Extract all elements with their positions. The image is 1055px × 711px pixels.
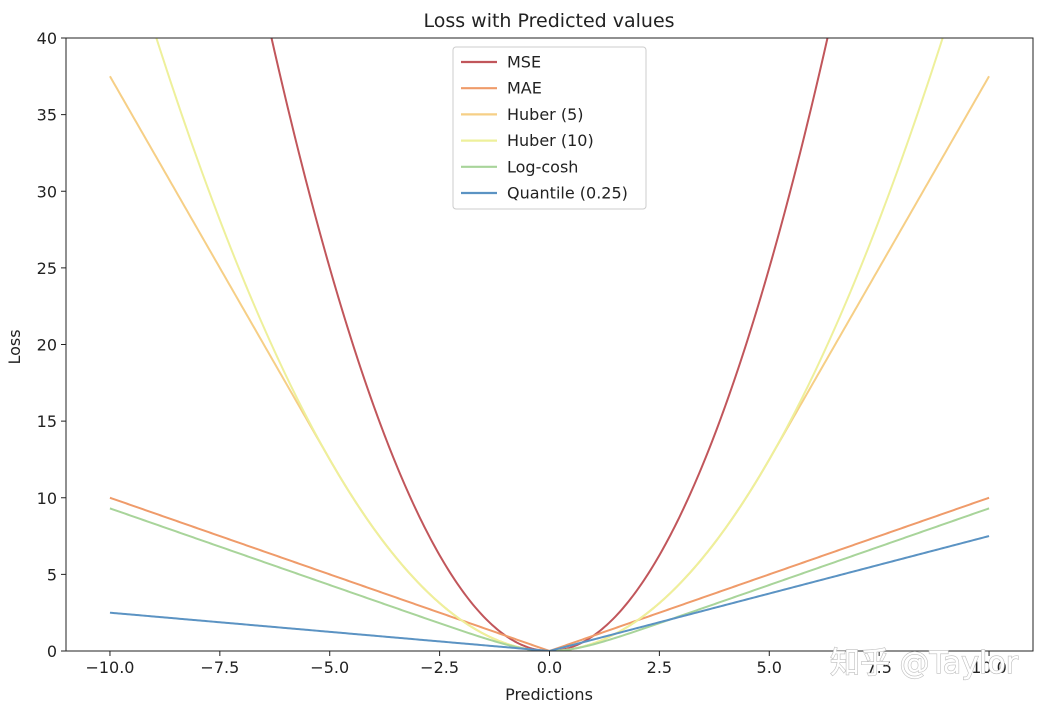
x-tick-label: −7.5 — [200, 658, 239, 677]
x-tick-label: −2.5 — [420, 658, 459, 677]
y-tick-label: 0 — [47, 642, 57, 661]
legend: MSE MAE Huber (5) Huber (10) Log-cosh Quantil… — [452, 46, 647, 210]
legend-label-huber-5: Huber (5) — [507, 105, 584, 124]
y-tick-label: 25 — [37, 259, 57, 278]
y-axis-label: Loss — [5, 329, 24, 364]
watermark-text: 知乎 @Taylor — [830, 646, 1019, 681]
y-tick-label: 35 — [37, 106, 57, 125]
legend-label-log-cosh: Log-cosh — [507, 157, 578, 176]
x-tick-label: 7.5 — [866, 658, 891, 677]
x-axis-label: Predictions — [505, 685, 593, 704]
legend-label-mse: MSE — [507, 53, 541, 72]
x-tick-label: 2.5 — [647, 658, 672, 677]
series-layer — [109, 38, 990, 651]
chart-title: Loss with Predicted values — [423, 10, 674, 32]
x-axis: −10.0 −7.5 −5.0 −2.5 0.0 2.5 5.0 7.5 10.0 — [85, 651, 1007, 677]
y-tick-label: 15 — [37, 412, 57, 431]
legend-label-mae: MAE — [507, 79, 542, 98]
legend-box — [452, 46, 647, 210]
x-tick-label: −10.0 — [85, 658, 134, 677]
x-tick-label: 0.0 — [537, 658, 562, 677]
series-line-mae — [109, 496, 990, 651]
x-tick-label: 5.0 — [757, 658, 782, 677]
x-tick-label: 10.0 — [971, 658, 1007, 677]
x-tick-label: −5.0 — [310, 658, 349, 677]
y-tick-label: 20 — [37, 336, 57, 355]
y-axis: 0 5 10 15 20 25 30 35 40 — [37, 29, 66, 661]
legend-label-huber-10: Huber (10) — [507, 131, 594, 150]
series-line-huber-10 — [155, 38, 944, 651]
series-line-quantile-0-25 — [109, 535, 990, 651]
y-tick-label: 30 — [37, 182, 57, 201]
y-tick-label: 5 — [47, 565, 57, 584]
series-line-huber-5 — [109, 75, 990, 651]
series-line-log-cosh — [109, 507, 990, 651]
legend-label-quantile-0-25: Quantile (0.25) — [507, 184, 628, 203]
y-tick-label: 10 — [37, 489, 57, 508]
y-tick-label: 40 — [37, 29, 57, 48]
